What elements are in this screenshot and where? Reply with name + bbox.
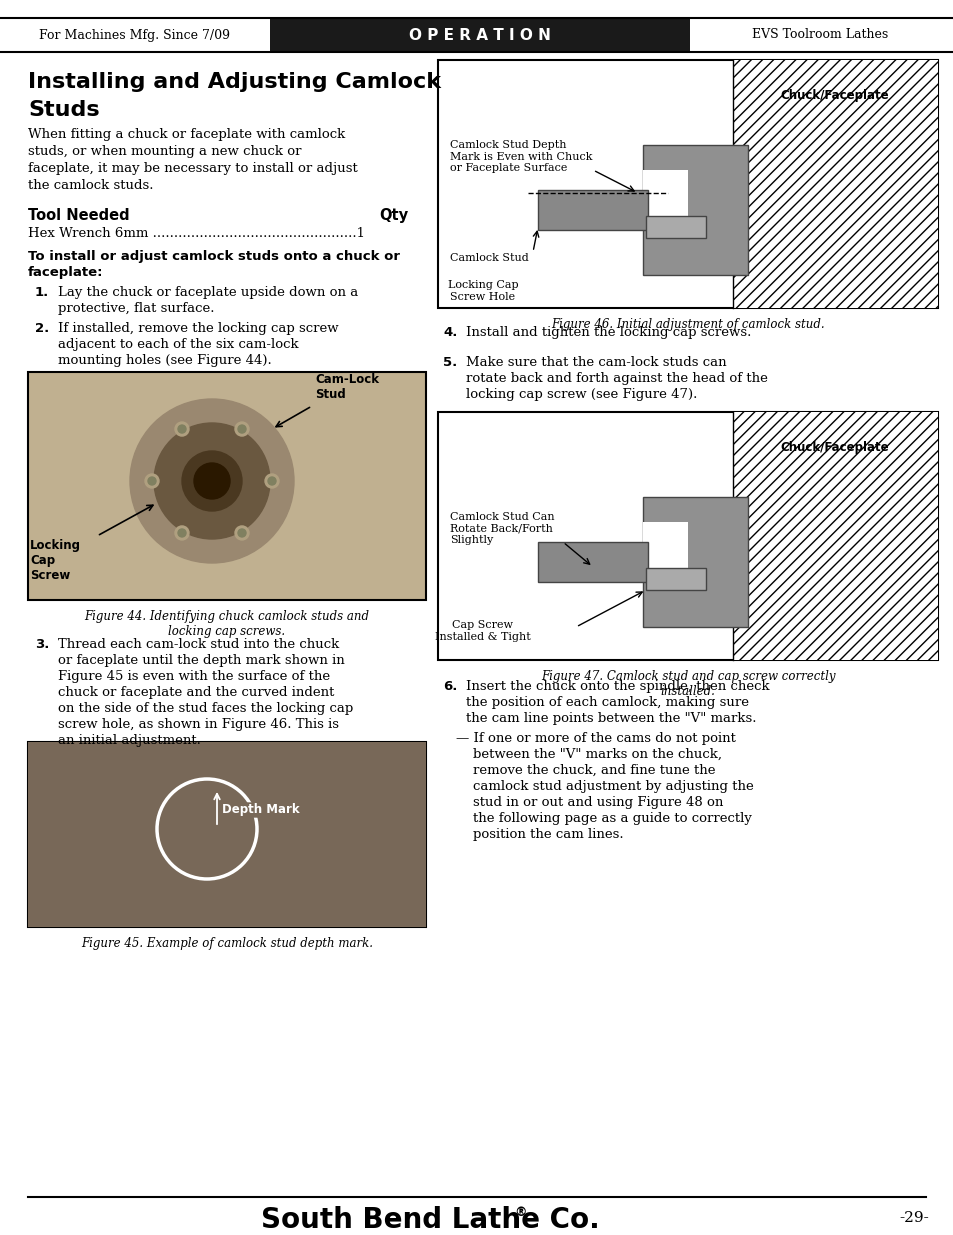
Text: remove the chuck, and fine tune the: remove the chuck, and fine tune the bbox=[456, 764, 715, 777]
Text: locking cap screw (see Figure 47).: locking cap screw (see Figure 47). bbox=[465, 388, 697, 401]
Text: Figure 46. Initial adjustment of camlock stud.: Figure 46. Initial adjustment of camlock… bbox=[551, 317, 824, 331]
Text: Cap Screw
Installed & Tight: Cap Screw Installed & Tight bbox=[435, 620, 530, 642]
Text: the following page as a guide to correctly: the following page as a guide to correct… bbox=[456, 811, 751, 825]
Text: faceplate:: faceplate: bbox=[28, 266, 103, 279]
Circle shape bbox=[234, 526, 249, 540]
Bar bbox=[732, 412, 937, 659]
Text: 4.: 4. bbox=[442, 326, 456, 338]
Text: or faceplate until the depth mark shown in: or faceplate until the depth mark shown … bbox=[58, 655, 344, 667]
Text: South Bend Lathe Co.: South Bend Lathe Co. bbox=[260, 1207, 598, 1234]
Text: Locking Cap
Screw Hole: Locking Cap Screw Hole bbox=[447, 280, 517, 301]
Bar bbox=[537, 190, 647, 230]
Circle shape bbox=[193, 463, 230, 499]
Bar bbox=[270, 19, 689, 52]
Text: Camlock Stud: Camlock Stud bbox=[450, 253, 528, 263]
Bar bbox=[645, 568, 705, 590]
Circle shape bbox=[178, 425, 186, 433]
Text: between the "V" marks on the chuck,: between the "V" marks on the chuck, bbox=[456, 748, 721, 761]
Text: studs, or when mounting a new chuck or: studs, or when mounting a new chuck or bbox=[28, 144, 301, 158]
Text: mounting holes (see Figure 44).: mounting holes (see Figure 44). bbox=[58, 354, 272, 367]
Text: rotate back and forth against the head of the: rotate back and forth against the head o… bbox=[465, 372, 767, 385]
Text: Depth Mark: Depth Mark bbox=[222, 804, 299, 816]
Bar bbox=[537, 542, 647, 582]
Circle shape bbox=[153, 424, 270, 538]
Text: 3.: 3. bbox=[35, 638, 50, 651]
Text: Hex Wrench 6mm ................................................1: Hex Wrench 6mm .........................… bbox=[28, 227, 365, 240]
Bar bbox=[28, 742, 426, 927]
Text: faceplate, it may be necessary to install or adjust: faceplate, it may be necessary to instal… bbox=[28, 162, 357, 175]
Text: Camlock Stud Can
Rotate Back/Forth
Slightly: Camlock Stud Can Rotate Back/Forth Sligh… bbox=[450, 513, 554, 545]
Text: Make sure that the cam-lock studs can: Make sure that the cam-lock studs can bbox=[465, 356, 726, 369]
Circle shape bbox=[148, 477, 156, 485]
Text: on the side of the stud faces the locking cap: on the side of the stud faces the lockin… bbox=[58, 701, 353, 715]
Text: Install and tighten the locking cap screws.: Install and tighten the locking cap scre… bbox=[465, 326, 751, 338]
Text: EVS Toolroom Lathes: EVS Toolroom Lathes bbox=[751, 28, 887, 42]
Text: Figure 45 is even with the surface of the: Figure 45 is even with the surface of th… bbox=[58, 671, 330, 683]
Bar bbox=[732, 61, 937, 308]
Bar bbox=[642, 170, 687, 225]
Circle shape bbox=[268, 477, 275, 485]
Bar bbox=[642, 144, 747, 275]
Text: the cam line points between the "V" marks.: the cam line points between the "V" mark… bbox=[465, 713, 756, 725]
Text: Insert the chuck onto the spindle, then check: Insert the chuck onto the spindle, then … bbox=[465, 680, 769, 693]
Text: — If one or more of the cams do not point: — If one or more of the cams do not poin… bbox=[456, 732, 735, 745]
Text: stud in or out and using Figure 48 on: stud in or out and using Figure 48 on bbox=[456, 797, 722, 809]
Text: Thread each cam-lock stud into the chuck: Thread each cam-lock stud into the chuck bbox=[58, 638, 339, 651]
Text: -29-: -29- bbox=[898, 1212, 928, 1225]
Text: For Machines Mfg. Since 7/09: For Machines Mfg. Since 7/09 bbox=[39, 28, 231, 42]
Text: an initial adjustment.: an initial adjustment. bbox=[58, 734, 201, 747]
Circle shape bbox=[234, 422, 249, 436]
Text: adjacent to each of the six cam-lock: adjacent to each of the six cam-lock bbox=[58, 338, 298, 351]
Text: Chuck/Faceplate: Chuck/Faceplate bbox=[780, 89, 888, 101]
Circle shape bbox=[145, 474, 159, 488]
Bar bbox=[28, 742, 426, 927]
Circle shape bbox=[237, 529, 246, 537]
Bar bbox=[645, 216, 705, 238]
Text: position the cam lines.: position the cam lines. bbox=[456, 827, 623, 841]
Text: 5.: 5. bbox=[442, 356, 456, 369]
Text: chuck or faceplate and the curved indent: chuck or faceplate and the curved indent bbox=[58, 685, 334, 699]
Text: Installing and Adjusting Camlock: Installing and Adjusting Camlock bbox=[28, 72, 440, 91]
Circle shape bbox=[237, 425, 246, 433]
Text: Locking
Cap
Screw: Locking Cap Screw bbox=[30, 538, 81, 582]
Text: 6.: 6. bbox=[442, 680, 456, 693]
Text: Figure 47. Camlock stud and cap screw correctly
installed.: Figure 47. Camlock stud and cap screw co… bbox=[540, 671, 835, 698]
Circle shape bbox=[182, 451, 242, 511]
Text: O P E R A T I O N: O P E R A T I O N bbox=[409, 27, 551, 42]
Text: protective, flat surface.: protective, flat surface. bbox=[58, 303, 214, 315]
Bar bbox=[642, 522, 687, 577]
Text: 2.: 2. bbox=[35, 322, 50, 335]
Text: camlock stud adjustment by adjusting the: camlock stud adjustment by adjusting the bbox=[456, 781, 753, 793]
Text: If installed, remove the locking cap screw: If installed, remove the locking cap scr… bbox=[58, 322, 338, 335]
Text: ®: ® bbox=[514, 1207, 526, 1219]
Text: Qty: Qty bbox=[378, 207, 408, 224]
Bar bbox=[437, 412, 937, 659]
Text: When fitting a chuck or faceplate with camlock: When fitting a chuck or faceplate with c… bbox=[28, 128, 345, 141]
Text: the position of each camlock, making sure: the position of each camlock, making sur… bbox=[465, 697, 748, 709]
Text: screw hole, as shown in Figure 46. This is: screw hole, as shown in Figure 46. This … bbox=[58, 718, 338, 731]
Bar bbox=[437, 61, 937, 308]
Bar bbox=[28, 372, 426, 600]
Circle shape bbox=[130, 399, 294, 563]
Text: Tool Needed: Tool Needed bbox=[28, 207, 130, 224]
Text: Figure 44. Identifying chuck camlock studs and
locking cap screws.: Figure 44. Identifying chuck camlock stu… bbox=[85, 610, 369, 638]
Circle shape bbox=[265, 474, 278, 488]
Text: Cam-Lock
Stud: Cam-Lock Stud bbox=[314, 373, 378, 401]
Text: Chuck/Faceplate: Chuck/Faceplate bbox=[780, 441, 888, 453]
Circle shape bbox=[174, 422, 189, 436]
Text: Lay the chuck or faceplate upside down on a: Lay the chuck or faceplate upside down o… bbox=[58, 287, 358, 299]
Text: Camlock Stud Depth
Mark is Even with Chuck
or Faceplate Surface: Camlock Stud Depth Mark is Even with Chu… bbox=[450, 140, 592, 173]
Text: Figure 45. Example of camlock stud depth mark.: Figure 45. Example of camlock stud depth… bbox=[81, 937, 373, 950]
Bar bbox=[642, 496, 747, 627]
Circle shape bbox=[174, 526, 189, 540]
Text: 1.: 1. bbox=[35, 287, 50, 299]
Circle shape bbox=[178, 529, 186, 537]
Text: the camlock studs.: the camlock studs. bbox=[28, 179, 153, 191]
Text: To install or adjust camlock studs onto a chuck or: To install or adjust camlock studs onto … bbox=[28, 249, 399, 263]
Text: Studs: Studs bbox=[28, 100, 99, 120]
